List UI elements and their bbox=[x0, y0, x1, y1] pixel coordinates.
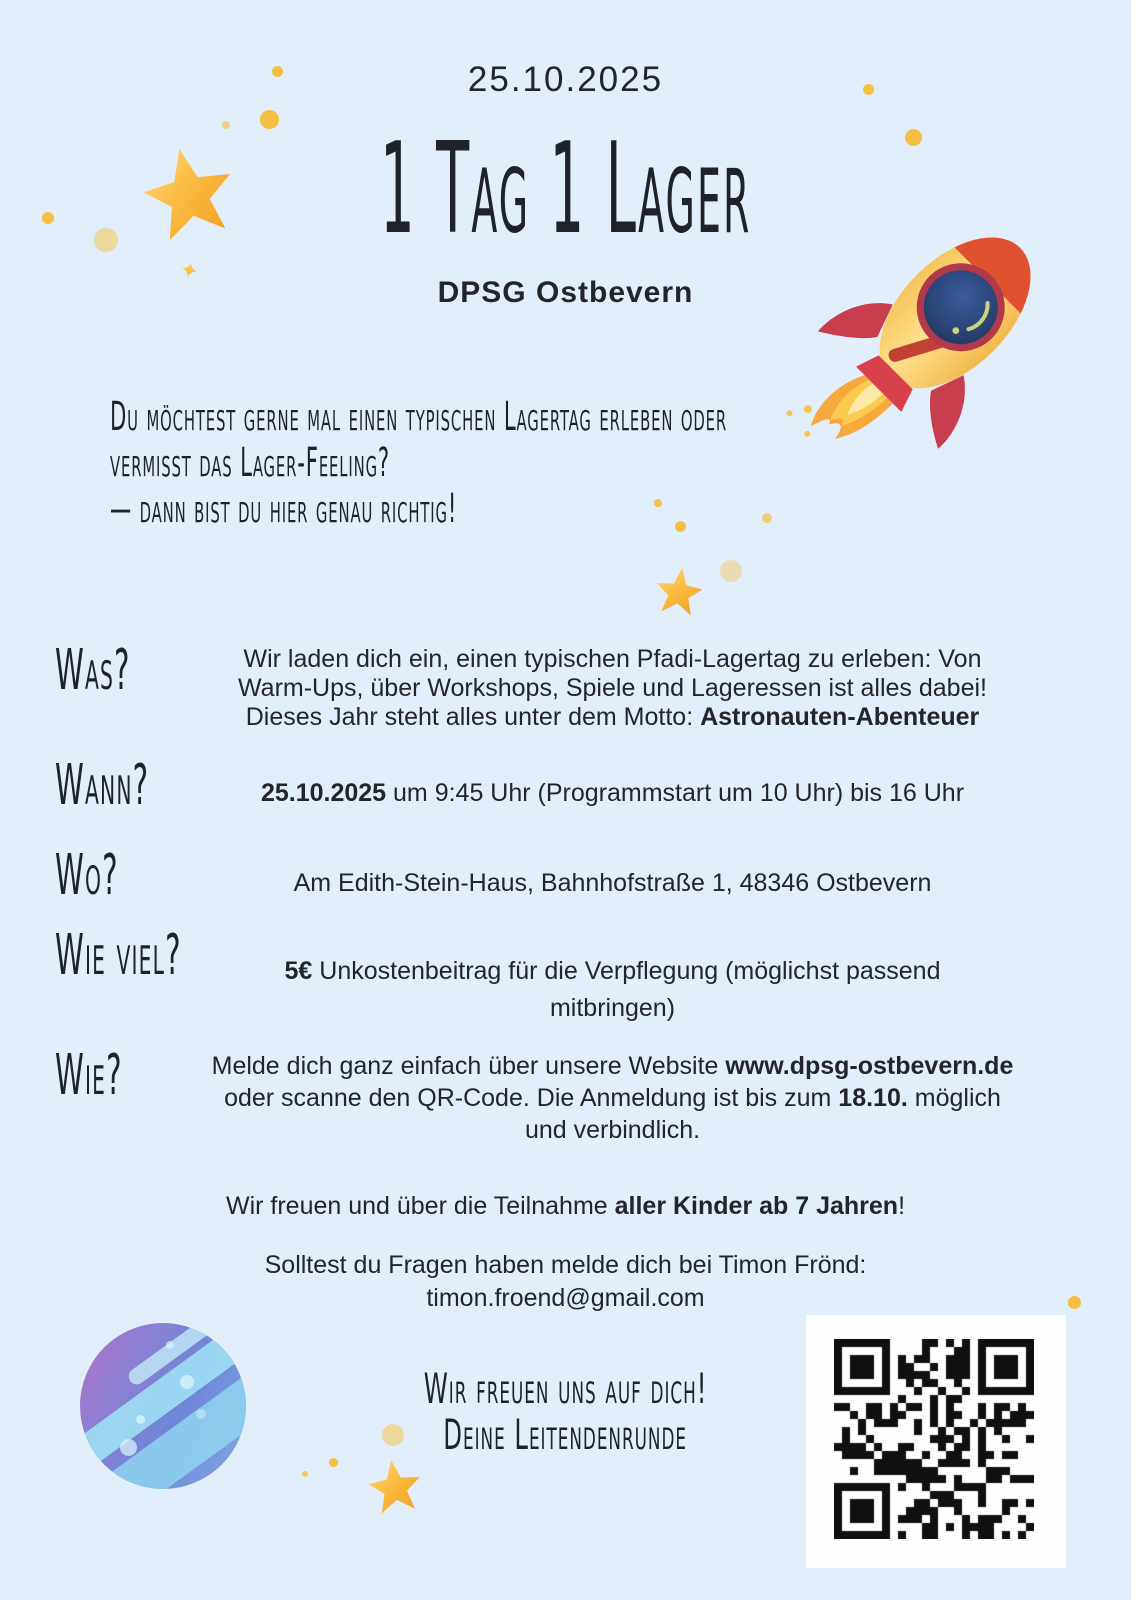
decor-dot bbox=[42, 212, 54, 224]
rocket-illustration bbox=[786, 237, 1031, 449]
section-label-wo: Wo? bbox=[55, 843, 119, 908]
section-label-wie-viel: Wie viel? bbox=[55, 923, 182, 988]
section-label-wann: Wann? bbox=[55, 753, 150, 818]
decor-dot bbox=[762, 513, 772, 523]
qr-code-image bbox=[834, 1339, 1034, 1539]
intro-line: Du möchtest gerne mal einen typischen La… bbox=[110, 394, 728, 440]
planet-dot bbox=[166, 1341, 174, 1349]
text-line: Melde dich ganz einfach über unsere Webs… bbox=[211, 1052, 1014, 1080]
section-text-wann: 25.10.2025 um 9:45 Uhr (Programmstart um… bbox=[150, 779, 1075, 808]
text-line: Dieses Jahr steht alles unter dem Motto:… bbox=[245, 703, 980, 731]
section-text-was: Wir laden dich ein, einen typischen Pfad… bbox=[150, 645, 1075, 732]
decor-dot bbox=[272, 66, 283, 77]
text-line: Wir freuen und über die Teilnahme aller … bbox=[225, 1192, 906, 1220]
section-text-wie: Melde dich ganz einfach über unsere Webs… bbox=[150, 1050, 1075, 1146]
decor-dot bbox=[382, 1424, 404, 1446]
page-title: 1 Tag 1 Lager bbox=[379, 115, 752, 262]
text-line: mitbringen) bbox=[549, 994, 676, 1022]
planet-dot bbox=[196, 1409, 206, 1419]
decor-dot bbox=[1068, 1296, 1081, 1309]
text-line: 5€ Unkostenbeitrag für die Verpflegung (… bbox=[284, 957, 941, 985]
decor-dot bbox=[302, 1471, 308, 1477]
section-label-was: Was? bbox=[55, 638, 131, 703]
decor-dot bbox=[720, 560, 742, 582]
planet-dot bbox=[120, 1439, 137, 1456]
planet-dot bbox=[180, 1375, 194, 1389]
text-line: Am Edith-Stein-Haus, Bahnhofstraße 1, 48… bbox=[293, 869, 932, 897]
decor-dot bbox=[863, 84, 874, 95]
text-line: 25.10.2025 um 9:45 Uhr (Programmstart um… bbox=[260, 779, 965, 807]
rocket-icon bbox=[786, 175, 1078, 475]
intro-text: Du möchtest gerne mal einen typischen La… bbox=[110, 394, 1131, 532]
section-text-wie-viel: 5€ Unkostenbeitrag für die Verpflegung (… bbox=[150, 953, 1075, 1027]
text-line: Solltest du Fragen haben melde dich bei … bbox=[264, 1251, 867, 1279]
event-date: 25.10.2025 bbox=[467, 60, 664, 99]
section-text-wo: Am Edith-Stein-Haus, Bahnhofstraße 1, 48… bbox=[150, 869, 1075, 898]
planet-dot bbox=[136, 1415, 145, 1424]
text-line: oder scanne den QR-Code. Die Anmeldung i… bbox=[224, 1084, 1001, 1112]
decor-dot bbox=[260, 110, 279, 129]
organization-name: DPSG Ostbevern bbox=[437, 276, 694, 309]
text-line: Warm-Ups, über Workshops, Spiele und Lag… bbox=[238, 674, 987, 702]
star-icon bbox=[365, 1457, 426, 1518]
planet-illustration bbox=[80, 1323, 246, 1489]
decor-dot bbox=[94, 228, 118, 252]
decor-dot bbox=[222, 121, 230, 129]
text-line: Wir laden dich ein, einen typischen Pfad… bbox=[243, 645, 982, 673]
decor-dot bbox=[329, 1458, 338, 1467]
star-icon bbox=[652, 565, 706, 619]
closing-line: Wir freuen uns auf dich! bbox=[423, 1364, 708, 1413]
decor-dot bbox=[905, 129, 922, 146]
contact-note: Solltest du Fragen haben melde dich bei … bbox=[0, 1249, 1131, 1315]
decor-dot bbox=[675, 521, 686, 532]
intro-line: — dann bist du hier genau richtig! bbox=[110, 486, 458, 532]
decor-dot bbox=[654, 499, 662, 507]
text-line: timon.froend@gmail.com bbox=[426, 1284, 705, 1312]
participation-note: Wir freuen und über die Teilnahme aller … bbox=[0, 1192, 1131, 1221]
qr-code bbox=[806, 1315, 1066, 1568]
text-line: und verbindlich. bbox=[524, 1116, 701, 1144]
section-label-wie: Wie? bbox=[55, 1043, 123, 1108]
intro-line: vermisst das Lager-Feeling? bbox=[110, 440, 391, 486]
closing-text: Wir freuen uns auf dich! Deine Leitenden… bbox=[0, 1366, 1131, 1458]
closing-line: Deine Leitendenrunde bbox=[443, 1410, 688, 1459]
